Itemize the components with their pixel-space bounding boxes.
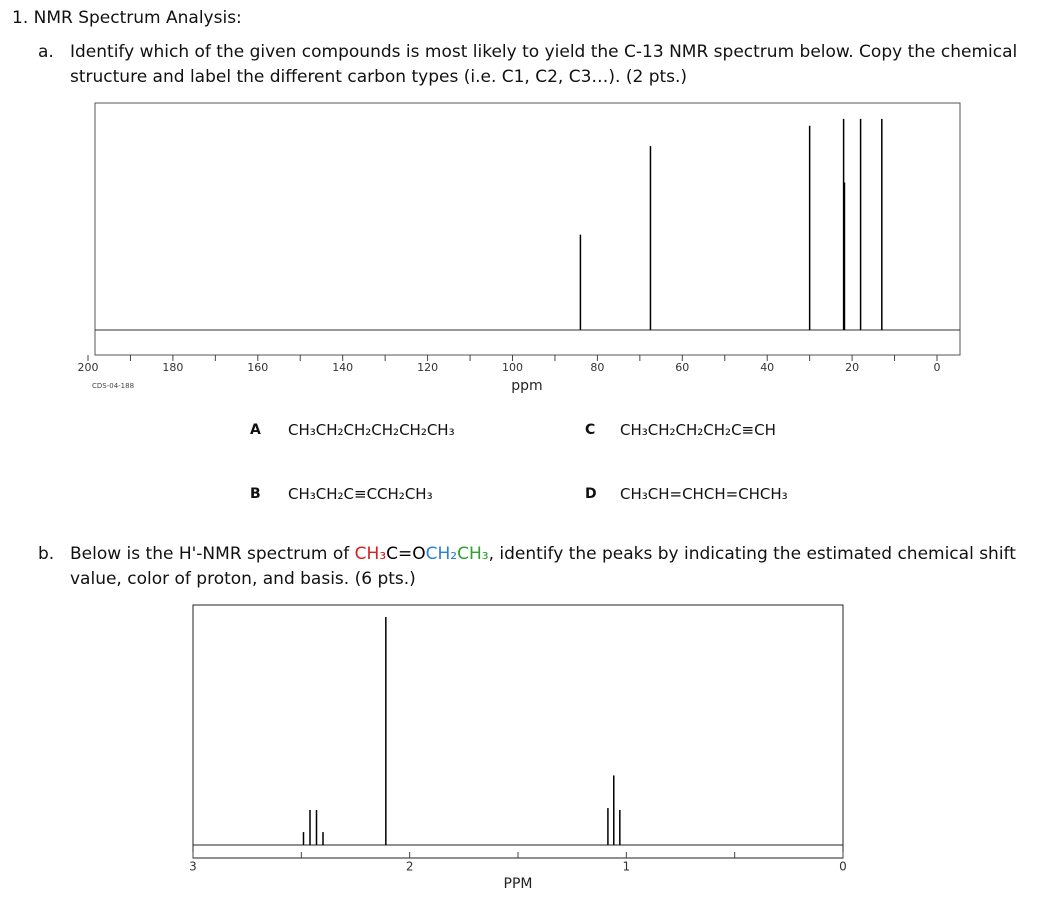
option-formula: CH₃CH₂CH₂CH₂C≡CH [620,421,776,439]
x-tick-label: 20 [845,361,859,374]
formula-part: C=O [386,544,426,564]
formula-part: CH₃ [354,544,387,564]
option-letter: B [250,486,261,502]
x-tick-label: 100 [502,361,523,374]
formula-part: CH₂ [425,544,458,564]
option-formula: CH₃CH₂C≡CCH₂CH₃ [288,485,433,503]
question-text: Below is the H'-NMR spectrum of [70,544,355,564]
question: Identify which of the given compounds is… [70,42,1018,87]
x-tick-label: 180 [162,361,183,374]
option-letter: A [250,422,261,438]
item-label: a. [38,42,54,62]
option-formula: CH₃CH₂CH₂CH₂CH₂CH₃ [288,421,455,439]
formula: CH₃C=OCH₂CH₃ [355,544,489,564]
question-text: , identify the peaks by indicating the e… [70,544,1016,589]
x-tick-label: 1 [623,860,631,874]
formula-part: CH₃ [457,544,489,564]
question: Below is the H'-NMR spectrum of CH₃C=OCH… [70,542,1035,592]
x-tick-label: 120 [417,361,438,374]
x-tick-label: 0 [839,860,847,874]
frame [94,102,961,356]
heading: 1. NMR Spectrum Analysis: [12,8,242,28]
x-tick-label: 2 [406,860,414,874]
x-tick-label: 200 [78,361,99,374]
item-label: b. [38,544,55,564]
x-tick-label: 60 [675,361,689,374]
option-letter: C [585,422,596,438]
x-tick-label: 40 [760,361,774,374]
x-axis-label: ppm [511,378,542,394]
frame [192,604,844,859]
option-letter: D [585,486,597,502]
x-tick-label: 0 [934,361,941,374]
x-tick-label: 140 [332,361,353,374]
x-tick-label: 3 [189,860,197,874]
note: CDS-04-188 [92,382,134,390]
x-tick-label: 160 [247,361,268,374]
x-axis-label: PPM [504,876,533,892]
x-tick-label: 80 [590,361,604,374]
option-formula: CH₃CH=CHCH=CHCH₃ [620,485,788,503]
